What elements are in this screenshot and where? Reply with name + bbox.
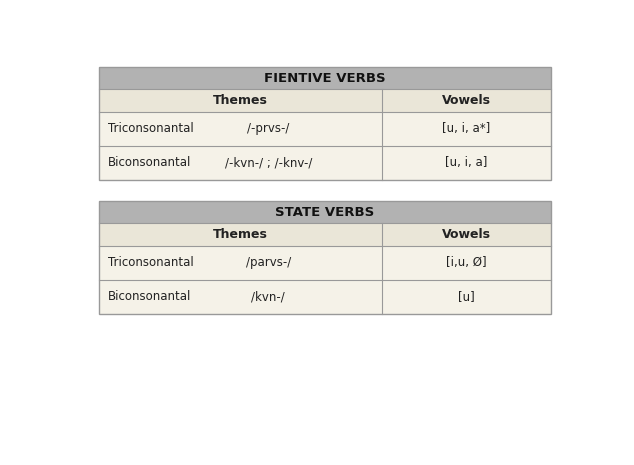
Text: STATE VERBS: STATE VERBS <box>275 206 375 219</box>
Text: [u]: [u] <box>458 290 475 303</box>
Bar <box>99 67 551 89</box>
Text: Vowels: Vowels <box>442 228 491 241</box>
Text: Triconsonantal: Triconsonantal <box>108 256 193 269</box>
Bar <box>99 201 551 314</box>
Bar <box>99 146 382 180</box>
Bar <box>99 280 382 314</box>
Text: /parvs-/: /parvs-/ <box>246 256 291 269</box>
Text: Themes: Themes <box>212 94 268 107</box>
Text: Triconsonantal: Triconsonantal <box>108 122 193 135</box>
Text: [i,u, Ø]: [i,u, Ø] <box>446 256 487 269</box>
Bar <box>382 89 551 112</box>
Text: /-kvn-/ ; /-knv-/: /-kvn-/ ; /-knv-/ <box>224 156 312 169</box>
Bar <box>382 112 551 146</box>
Text: FIENTIVE VERBS: FIENTIVE VERBS <box>264 72 385 85</box>
Text: /-prvs-/: /-prvs-/ <box>247 122 290 135</box>
Bar <box>99 223 382 246</box>
Bar <box>382 246 551 280</box>
Bar <box>99 89 382 112</box>
Bar <box>99 67 551 180</box>
Text: Vowels: Vowels <box>442 94 491 107</box>
Text: Themes: Themes <box>212 228 268 241</box>
Bar <box>382 280 551 314</box>
Bar <box>99 112 382 146</box>
Text: [u, i, a*]: [u, i, a*] <box>443 122 491 135</box>
Text: Biconsonantal: Biconsonantal <box>108 156 191 169</box>
Bar <box>99 246 382 280</box>
Text: /kvn-/: /kvn-/ <box>252 290 285 303</box>
Bar <box>382 223 551 246</box>
Text: [u, i, a]: [u, i, a] <box>445 156 488 169</box>
Bar <box>99 201 551 223</box>
Bar <box>382 146 551 180</box>
Text: Biconsonantal: Biconsonantal <box>108 290 191 303</box>
